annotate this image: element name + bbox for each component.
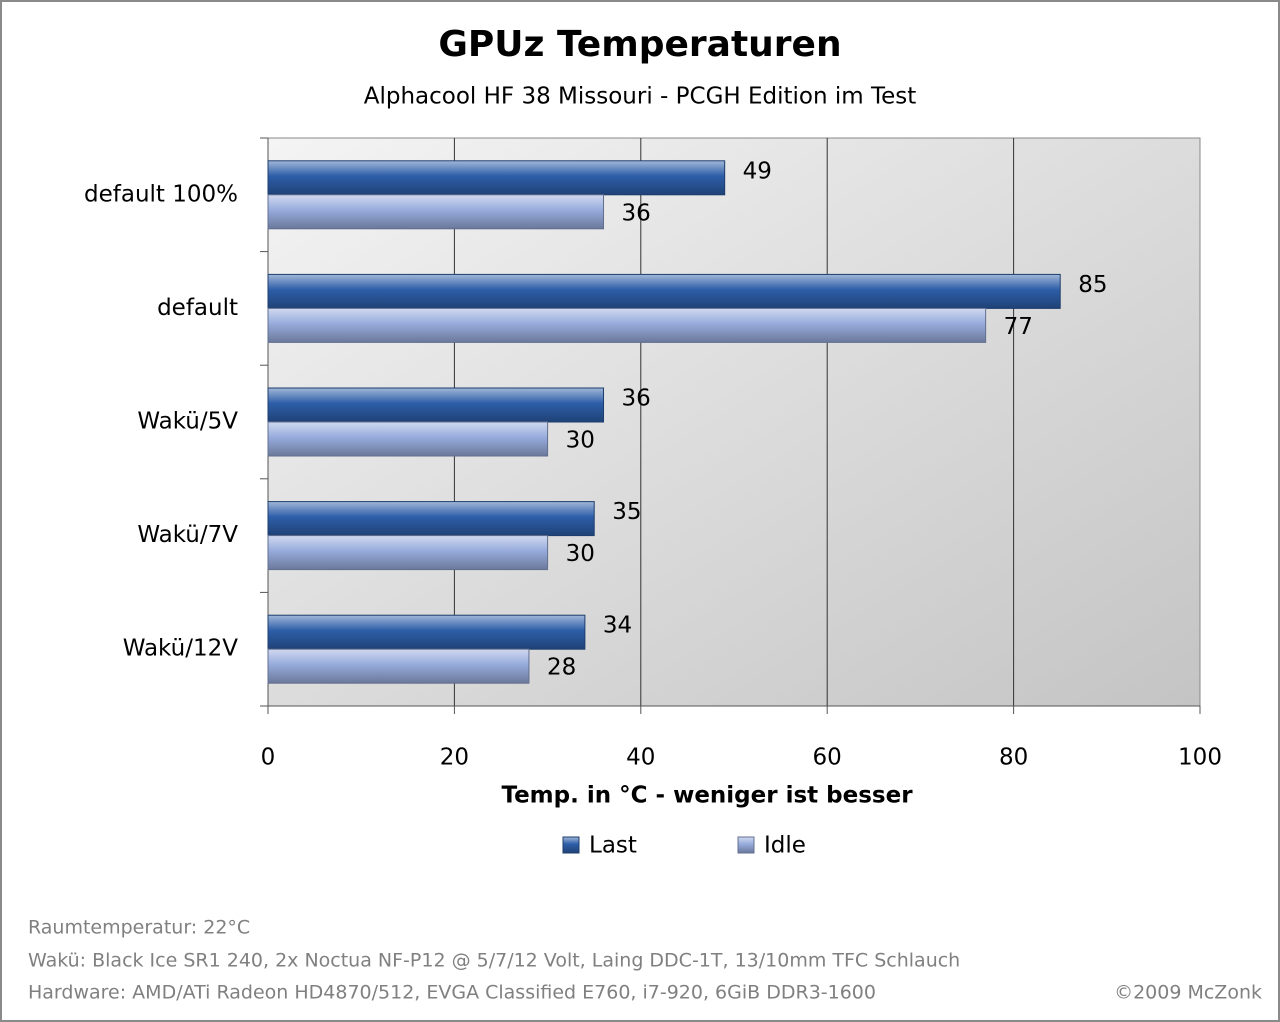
- data-label: 28: [547, 655, 576, 681]
- data-label: 77: [1004, 314, 1033, 340]
- x-tick-label: 40: [626, 745, 655, 771]
- legend-label: Idle: [764, 833, 806, 859]
- data-label: 85: [1078, 272, 1107, 298]
- x-tick-label: 100: [1178, 745, 1222, 771]
- chart-subtitle: Alphacool HF 38 Missouri - PCGH Edition …: [364, 84, 917, 110]
- bar: [267, 160, 726, 196]
- x-tick-label: 20: [440, 745, 469, 771]
- bar: [267, 421, 549, 457]
- y-tick-label: Wakü/7V: [137, 522, 238, 548]
- y-tick-label: default: [157, 295, 238, 321]
- x-tick-label: 0: [261, 745, 276, 771]
- y-tick-label: Wakü/5V: [137, 409, 238, 435]
- note: Wakü: Black Ice SR1 240, 2x Noctua NF-P1…: [28, 950, 960, 972]
- data-label: 36: [622, 200, 651, 226]
- legend-label: Last: [589, 833, 637, 859]
- bar: [267, 614, 586, 650]
- data-label: 30: [566, 541, 595, 567]
- bar: [267, 535, 549, 571]
- bar: [267, 387, 605, 423]
- x-axis-title: Temp. in °C - weniger ist besser: [501, 783, 913, 809]
- bar: [267, 194, 605, 230]
- legend-swatch: [562, 836, 580, 854]
- bar: [267, 273, 1061, 309]
- data-label: 36: [622, 386, 651, 412]
- data-label: 35: [612, 499, 641, 525]
- bar: [267, 501, 595, 537]
- data-label: 34: [603, 613, 632, 639]
- data-label: 49: [743, 158, 772, 184]
- x-tick-label: 80: [999, 745, 1028, 771]
- credit: ©2009 McZonk: [1114, 982, 1262, 1004]
- y-tick-label: Wakü/12V: [123, 636, 239, 662]
- bar: [267, 307, 987, 343]
- x-tick-label: 60: [813, 745, 842, 771]
- chart-title: GPUz Temperaturen: [438, 24, 841, 65]
- data-label: 30: [566, 428, 595, 454]
- y-tick-label: default 100%: [84, 181, 238, 207]
- note: Hardware: AMD/ATi Radeon HD4870/512, EVG…: [28, 982, 876, 1004]
- bar: [267, 648, 530, 684]
- legend-swatch: [737, 836, 755, 854]
- note: Raumtemperatur: 22°C: [28, 917, 250, 939]
